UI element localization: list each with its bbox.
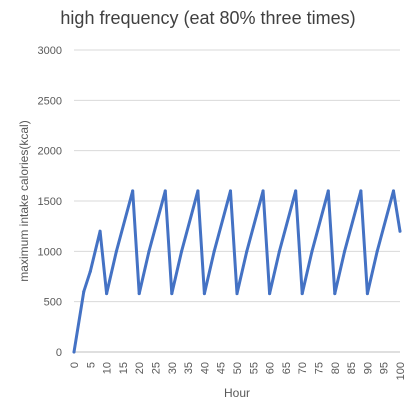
x-tick-label: 20	[134, 362, 146, 374]
data-point	[245, 249, 249, 253]
x-tick-label: 65	[281, 362, 293, 374]
x-tick-label: 95	[379, 362, 391, 374]
x-tick-label: 85	[346, 362, 358, 374]
x-tick-label: 15	[118, 362, 130, 374]
chart-title: high frequency (eat 80% three times)	[60, 8, 356, 28]
data-point	[202, 292, 206, 296]
x-tick-label: 70	[297, 362, 309, 374]
data-point	[375, 249, 379, 253]
y-tick-label: 1000	[38, 246, 62, 258]
data-point	[114, 249, 118, 253]
x-tick-label: 10	[102, 362, 114, 374]
x-tick-label: 5	[85, 362, 97, 368]
data-point	[343, 249, 347, 253]
x-tick-label: 25	[151, 362, 163, 374]
series-line	[72, 189, 402, 354]
x-axis-label: Hour	[224, 386, 250, 400]
y-tick-label: 3000	[38, 45, 62, 57]
data-point	[359, 189, 363, 193]
data-point	[212, 249, 216, 253]
data-point	[333, 292, 337, 296]
data-point	[235, 292, 239, 296]
data-point	[72, 350, 76, 354]
data-point	[294, 189, 298, 193]
x-axis-ticks: 0 5 10 15 20 25 30 35 40 45 50 55 60 65 70 75 80 85 90 95 10…	[69, 362, 407, 380]
x-tick-label: 80	[330, 362, 342, 374]
data-point	[147, 249, 151, 253]
x-tick-label: 90	[362, 362, 374, 374]
y-axis-ticks: 0 500 1000 1500 2000 2500 3000	[38, 45, 62, 359]
data-point	[277, 249, 281, 253]
x-tick-label: 50	[232, 362, 244, 374]
data-point	[398, 229, 402, 233]
data-point	[88, 269, 92, 273]
data-point	[131, 189, 135, 193]
x-tick-label: 30	[167, 362, 179, 374]
y-tick-label: 1500	[38, 196, 62, 208]
data-point	[137, 292, 141, 296]
data-point	[261, 189, 265, 193]
x-tick-label: 55	[248, 362, 260, 374]
x-tick-label: 75	[314, 362, 326, 374]
y-tick-label: 0	[56, 347, 62, 359]
data-point	[170, 292, 174, 296]
y-tick-label: 2500	[38, 95, 62, 107]
data-point	[180, 249, 184, 253]
data-point	[300, 292, 304, 296]
x-tick-label: 45	[216, 362, 228, 374]
gridlines	[74, 49, 400, 303]
data-point	[365, 292, 369, 296]
data-point	[105, 292, 109, 296]
data-point	[310, 249, 314, 253]
data-point	[98, 229, 102, 233]
x-tick-label: 35	[183, 362, 195, 374]
x-tick-label: 100	[395, 362, 407, 380]
x-tick-label: 40	[199, 362, 211, 374]
data-point	[228, 189, 232, 193]
y-tick-label: 2000	[38, 146, 62, 158]
data-point	[326, 189, 330, 193]
data-point	[196, 189, 200, 193]
y-tick-label: 500	[44, 297, 62, 309]
data-point	[391, 189, 395, 193]
data-points	[72, 189, 402, 354]
data-point	[82, 290, 86, 294]
data-point	[268, 292, 272, 296]
data-point	[163, 189, 167, 193]
x-tick-label: 60	[265, 362, 277, 374]
y-axis-label: maximum intake calories(kcal)	[17, 120, 31, 281]
x-tick-label: 0	[69, 362, 81, 368]
